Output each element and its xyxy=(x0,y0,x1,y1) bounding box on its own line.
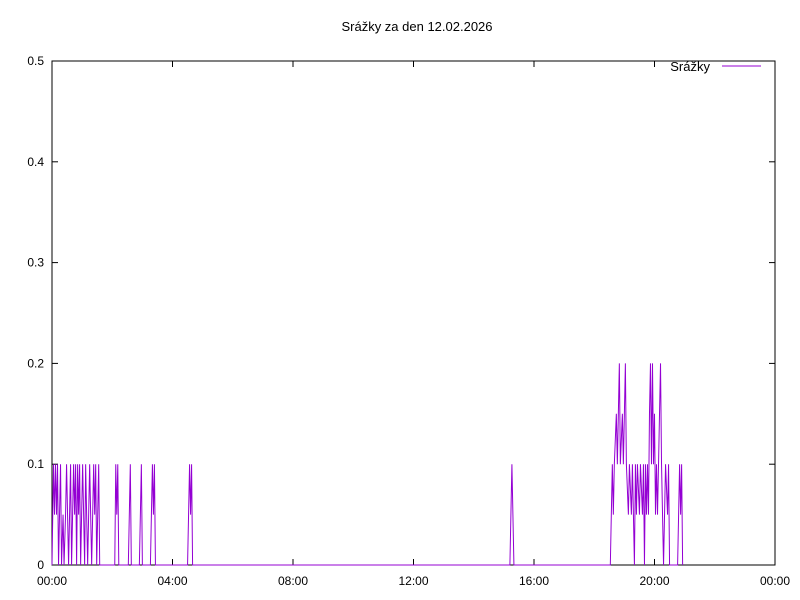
y-tick-label: 0.5 xyxy=(27,54,44,68)
y-tick-label: 0.3 xyxy=(27,256,44,270)
y-tick-label: 0.4 xyxy=(27,155,44,169)
y-tick-label: 0.2 xyxy=(27,356,44,370)
x-tick-label: 00:00 xyxy=(760,574,790,588)
x-tick-label: 12:00 xyxy=(398,574,428,588)
x-tick-label: 00:00 xyxy=(37,574,67,588)
y-tick-label: 0.1 xyxy=(27,457,44,471)
x-tick-label: 04:00 xyxy=(157,574,187,588)
legend: Srážky xyxy=(670,59,761,74)
y-tick-label: 0 xyxy=(37,558,44,572)
chart-title: Srážky za den 12.02.2026 xyxy=(341,19,492,34)
x-tick-label: 16:00 xyxy=(519,574,549,588)
series-layer xyxy=(51,363,684,566)
series-line-srazky xyxy=(51,363,684,566)
legend-label: Srážky xyxy=(670,59,710,74)
x-tick-label: 20:00 xyxy=(639,574,669,588)
x-tick-label: 08:00 xyxy=(278,574,308,588)
